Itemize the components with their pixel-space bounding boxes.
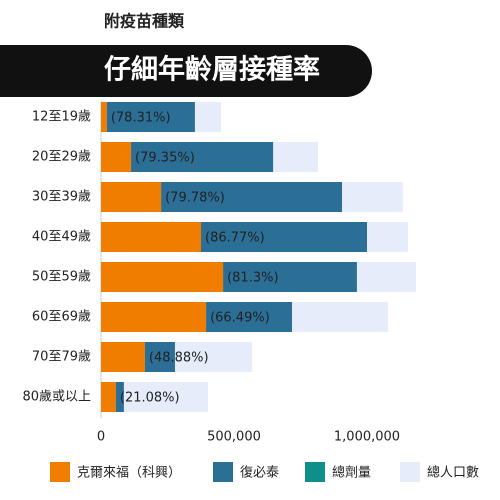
bar-segment bbox=[101, 382, 116, 412]
y-tick-label: 20至29歲 bbox=[32, 150, 91, 165]
legend-label: 總劑量 bbox=[332, 465, 371, 481]
bar-segment bbox=[101, 342, 145, 372]
bar-segment bbox=[101, 142, 132, 172]
x-tick-label: 0 bbox=[97, 430, 105, 445]
bar-segment bbox=[101, 102, 107, 132]
bar-segment bbox=[223, 262, 357, 292]
rate-label: (21.08%) bbox=[120, 391, 180, 406]
rate-label: (79.35%) bbox=[135, 151, 195, 166]
y-tick-label: 80歲或以上 bbox=[22, 390, 91, 405]
bar-segment bbox=[101, 222, 202, 252]
legend-swatch bbox=[213, 462, 233, 482]
bar-segment bbox=[101, 302, 207, 332]
rate-label: (86.77%) bbox=[205, 231, 265, 246]
bar-segment bbox=[106, 102, 195, 132]
y-tick-label: 12至19歲 bbox=[32, 110, 91, 125]
legend-label: 復必泰 bbox=[240, 465, 279, 481]
rate-label: (79.78%) bbox=[165, 191, 225, 206]
rate-label: (66.49%) bbox=[210, 311, 270, 326]
legend-label: 總人口數 bbox=[427, 465, 479, 481]
chart-subtitle: 附疫苗種類 bbox=[104, 12, 185, 31]
y-tick-label: 30至39歲 bbox=[32, 190, 91, 205]
rate-label: (78.31%) bbox=[111, 111, 171, 126]
bar-segment bbox=[115, 382, 124, 412]
y-tick-label: 40至49歲 bbox=[32, 230, 91, 245]
legend-swatch bbox=[400, 462, 420, 482]
bar-segment bbox=[101, 182, 162, 212]
rate-label: (48.88%) bbox=[149, 351, 209, 366]
bar-segment bbox=[201, 222, 367, 252]
bar-segment bbox=[101, 262, 224, 292]
legend-swatch bbox=[50, 462, 70, 482]
bar-segment bbox=[161, 182, 342, 212]
y-tick-label: 50至59歲 bbox=[32, 270, 91, 285]
y-tick-label: 70至79歲 bbox=[32, 350, 91, 365]
bar-segment bbox=[144, 342, 175, 372]
x-tick-label: 500,000 bbox=[207, 430, 261, 445]
x-tick-label: 1,000,000 bbox=[334, 430, 400, 445]
bar-segment bbox=[131, 142, 274, 172]
chart-title: 仔細年齡層接種率 bbox=[104, 54, 320, 86]
title-banner bbox=[0, 45, 372, 97]
y-tick-label: 60至69歲 bbox=[32, 310, 91, 325]
legend-swatch bbox=[305, 462, 325, 482]
bar-segment bbox=[206, 302, 292, 332]
rate-label: (81.3%) bbox=[227, 271, 278, 286]
legend-label: 克爾來福（科興） bbox=[77, 466, 181, 481]
